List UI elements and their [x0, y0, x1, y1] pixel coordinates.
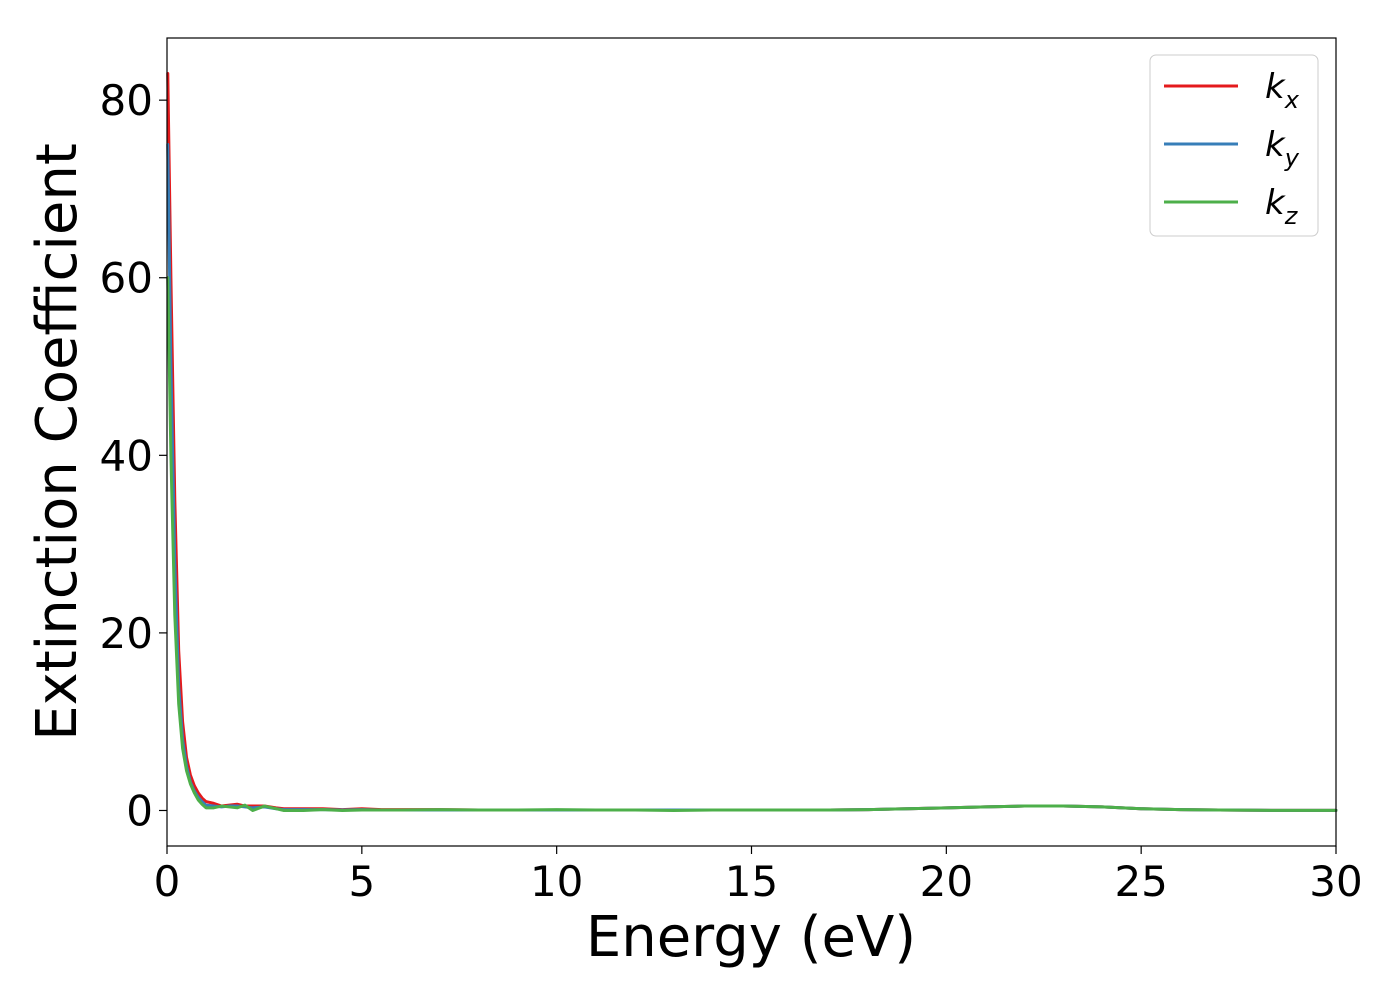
y-tick-label: 80: [100, 76, 153, 125]
x-axis: 0 5 10 15 20 25 30: [154, 846, 1363, 906]
y-tick-label: 60: [100, 254, 153, 303]
series-line-z: [166, 276, 1338, 812]
legend-label-x: kx: [1265, 67, 1300, 114]
legend-label-z: kz: [1265, 183, 1299, 230]
x-tick-label: 10: [530, 857, 583, 906]
x-axis-label: Energy (eV): [586, 905, 916, 970]
y-tick-label: 40: [100, 431, 153, 480]
plot-series-group: [166, 72, 1338, 812]
y-tick-label: 0: [126, 786, 153, 835]
y-axis: 0 20 40 60 80: [100, 76, 167, 835]
y-axis-label: Extinction Coefficient: [25, 143, 90, 741]
x-tick-label: 0: [154, 857, 181, 906]
x-tick-label: 30: [1309, 857, 1362, 906]
x-tick-label: 20: [920, 857, 973, 906]
legend-label-y: ky: [1265, 125, 1300, 172]
x-tick-label: 25: [1114, 857, 1167, 906]
x-tick-label: 15: [725, 857, 778, 906]
legend: kx ky kz: [1149, 54, 1319, 237]
y-tick-label: 20: [100, 609, 153, 658]
x-tick-label: 5: [348, 857, 375, 906]
series-line-y: [166, 143, 1338, 812]
